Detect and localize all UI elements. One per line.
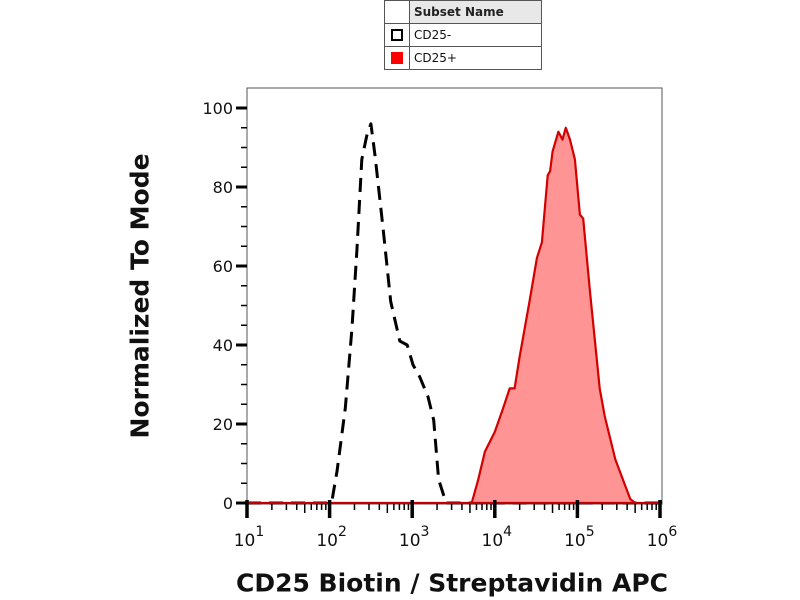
legend-entry-cd25-pos: CD25+ (384, 46, 542, 70)
y-tick-label: 60 (213, 257, 233, 276)
legend-swatch-cd25-pos (391, 52, 403, 64)
legend-label-cd25-neg: CD25- (409, 23, 542, 47)
legend-label-cd25-pos: CD25+ (409, 46, 542, 70)
x-tick-label: 101 (234, 524, 265, 551)
x-axis-label: CD25 Biotin / Streptavidin APC (235, 568, 669, 598)
series-cd25-neg-line (247, 122, 660, 505)
y-tick-label: 0 (223, 494, 233, 513)
x-tick-label: 102 (316, 524, 347, 551)
legend: Subset Name CD25- CD25+ (384, 0, 542, 70)
legend-header: Subset Name (409, 0, 542, 24)
y-axis-label: Normalized To Mode (125, 153, 155, 439)
x-tick-label: 106 (647, 524, 678, 551)
y-tick-label: 100 (202, 99, 233, 118)
legend-swatch-cd25-neg (391, 29, 403, 41)
legend-entry-cd25-neg: CD25- (384, 23, 542, 47)
series-cd25-pos-area (245, 126, 662, 505)
y-tick-label: 80 (213, 178, 233, 197)
x-tick-label: 105 (564, 524, 595, 551)
x-tick-label: 104 (482, 524, 513, 551)
y-tick-label: 40 (213, 336, 233, 355)
x-tick-label: 103 (399, 524, 430, 551)
y-tick-label: 20 (213, 415, 233, 434)
legend-header-blank (384, 0, 410, 24)
